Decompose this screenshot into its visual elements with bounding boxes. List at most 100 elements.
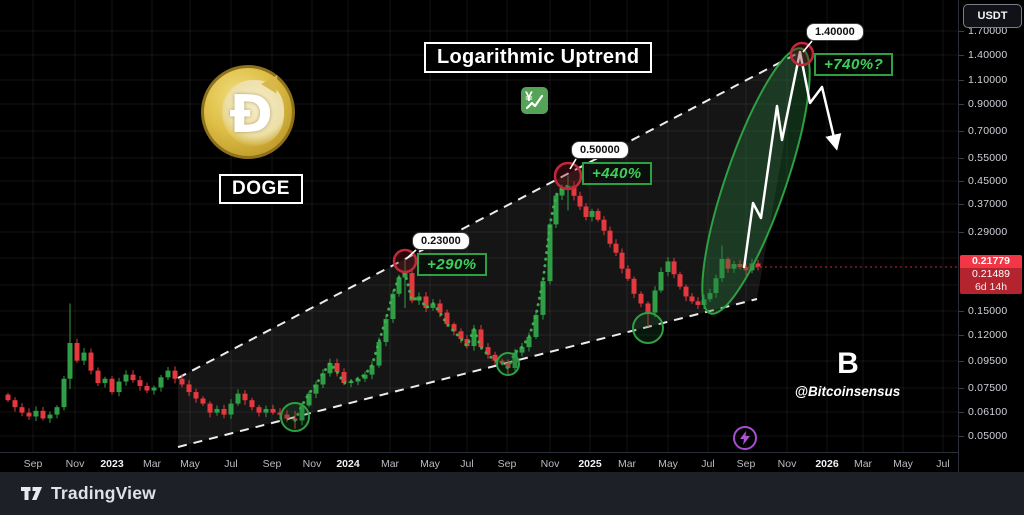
price-axis-tick xyxy=(959,311,964,312)
candle-body xyxy=(559,188,565,196)
candle-body xyxy=(369,365,375,375)
price-axis-label: 0.37000 xyxy=(968,198,1008,210)
candle-body xyxy=(299,405,305,421)
price-callout-label[interactable]: 0.23000 xyxy=(412,232,470,250)
candle-body xyxy=(689,296,695,302)
candle-body xyxy=(151,387,157,391)
candle-body xyxy=(277,412,283,415)
candle-body xyxy=(61,378,67,408)
support-touch-circle[interactable] xyxy=(280,402,310,432)
time-axis-label: May xyxy=(893,458,913,470)
trend-channel-lower-line[interactable] xyxy=(177,298,758,448)
price-axis-label: 0.29000 xyxy=(968,226,1008,238)
dotted-trend-curve[interactable] xyxy=(293,184,570,422)
time-axis-label: Nov xyxy=(540,458,560,470)
chart-increasing-yen-icon[interactable]: ¥ xyxy=(521,87,548,114)
candle-body xyxy=(383,319,389,342)
candle-body xyxy=(74,342,80,361)
price-axis-label: 0.15000 xyxy=(968,305,1008,317)
candle-body xyxy=(47,414,53,419)
candle-body xyxy=(613,243,619,253)
candle-body xyxy=(186,384,192,393)
price-callout-label[interactable]: 0.50000 xyxy=(571,141,629,159)
percent-gain-badge[interactable]: +290% xyxy=(417,253,487,276)
candle-body xyxy=(263,408,269,413)
tradingview-wordmark[interactable]: TradingView xyxy=(51,483,156,503)
callout-tail xyxy=(569,158,577,170)
candle-body xyxy=(26,412,32,417)
candle-body xyxy=(284,414,290,419)
price-callout-label[interactable]: 1.40000 xyxy=(806,23,864,41)
doge-dog-face xyxy=(222,80,284,146)
support-touch-circle[interactable] xyxy=(632,312,664,344)
candle-body xyxy=(755,263,761,267)
candle-body xyxy=(158,377,164,388)
time-axis-label: Nov xyxy=(777,458,797,470)
support-touch-circle[interactable] xyxy=(496,352,520,376)
candle-body xyxy=(505,363,511,369)
price-chart-canvas[interactable] xyxy=(0,0,958,452)
candle-body xyxy=(396,277,402,294)
close-price-countdown-badge: 0.21489 6d 14h xyxy=(960,268,1022,294)
doge-label-box[interactable]: DOGE xyxy=(219,174,303,204)
candle-body xyxy=(376,341,382,366)
candle-body xyxy=(725,258,731,269)
time-axis-label: Nov xyxy=(65,458,85,470)
time-axis[interactable]: Sep Nov 2023 Mar May Jul Sep Nov 2024 Mar May Jul Se… xyxy=(0,452,958,473)
trend-channel-fill[interactable] xyxy=(178,52,800,447)
candle-body xyxy=(589,210,595,217)
price-axis-tick xyxy=(959,104,964,105)
candle-body xyxy=(179,378,185,385)
bitcoinsensus-logo: B xyxy=(837,347,859,380)
trend-channel-upper-line[interactable] xyxy=(177,51,801,379)
price-axis-tick xyxy=(959,131,964,132)
percent-gain-badge[interactable]: +440% xyxy=(582,162,652,185)
candle-body xyxy=(95,370,101,384)
candle-body xyxy=(235,393,241,404)
lightning-marker-icon[interactable] xyxy=(733,426,757,450)
callout-tail xyxy=(405,249,417,260)
candle-body xyxy=(719,258,725,279)
time-axis-label: May xyxy=(420,458,440,470)
time-axis-label: 2023 xyxy=(100,458,124,470)
time-axis-label: May xyxy=(180,458,200,470)
candle-body xyxy=(571,185,577,196)
candle-body xyxy=(707,293,713,300)
time-axis-label: 2025 xyxy=(578,458,602,470)
quote-currency-button[interactable]: USDT xyxy=(963,4,1022,28)
price-axis[interactable]: 1.70000 1.40000 1.10000 0.90000 0.70000 0.550… xyxy=(958,0,1024,472)
percent-gain-badge[interactable]: +740%? xyxy=(814,53,894,76)
chart-title[interactable]: Logarithmic Uptrend xyxy=(424,42,653,73)
resistance-target-circle[interactable] xyxy=(789,41,815,67)
candle-body xyxy=(451,324,457,332)
price-axis-label: 0.45000 xyxy=(968,175,1008,187)
projection-arrow[interactable] xyxy=(742,50,842,269)
candle-body xyxy=(88,352,94,371)
time-axis-label: May xyxy=(658,458,678,470)
candle-body xyxy=(306,393,312,406)
time-axis-label: Mar xyxy=(853,458,873,470)
candle-body xyxy=(547,224,553,282)
candle-body xyxy=(165,370,171,378)
candle-body xyxy=(485,347,491,355)
price-axis-tick xyxy=(959,436,964,437)
time-axis-label: Jul xyxy=(701,458,715,470)
candle-body xyxy=(242,393,248,401)
candle-body xyxy=(464,338,470,347)
watermark: B @Bitcoinsensus xyxy=(790,347,905,400)
price-axis-tick xyxy=(959,412,964,413)
resistance-target-circle[interactable] xyxy=(553,161,583,191)
time-axis-label: Mar xyxy=(380,458,400,470)
projection-ellipse[interactable] xyxy=(682,39,830,323)
time-axis-label: Sep xyxy=(736,458,756,470)
candle-body xyxy=(19,407,25,413)
time-axis-label: Jul xyxy=(224,458,238,470)
time-axis-label: Jul xyxy=(936,458,950,470)
price-axis-label: 1.70000 xyxy=(968,25,1008,37)
candle-body xyxy=(437,303,443,313)
tradingview-logo-icon[interactable] xyxy=(20,483,43,505)
price-axis-tick xyxy=(959,158,964,159)
time-axis-label: Sep xyxy=(497,458,517,470)
candle-body xyxy=(12,400,18,408)
